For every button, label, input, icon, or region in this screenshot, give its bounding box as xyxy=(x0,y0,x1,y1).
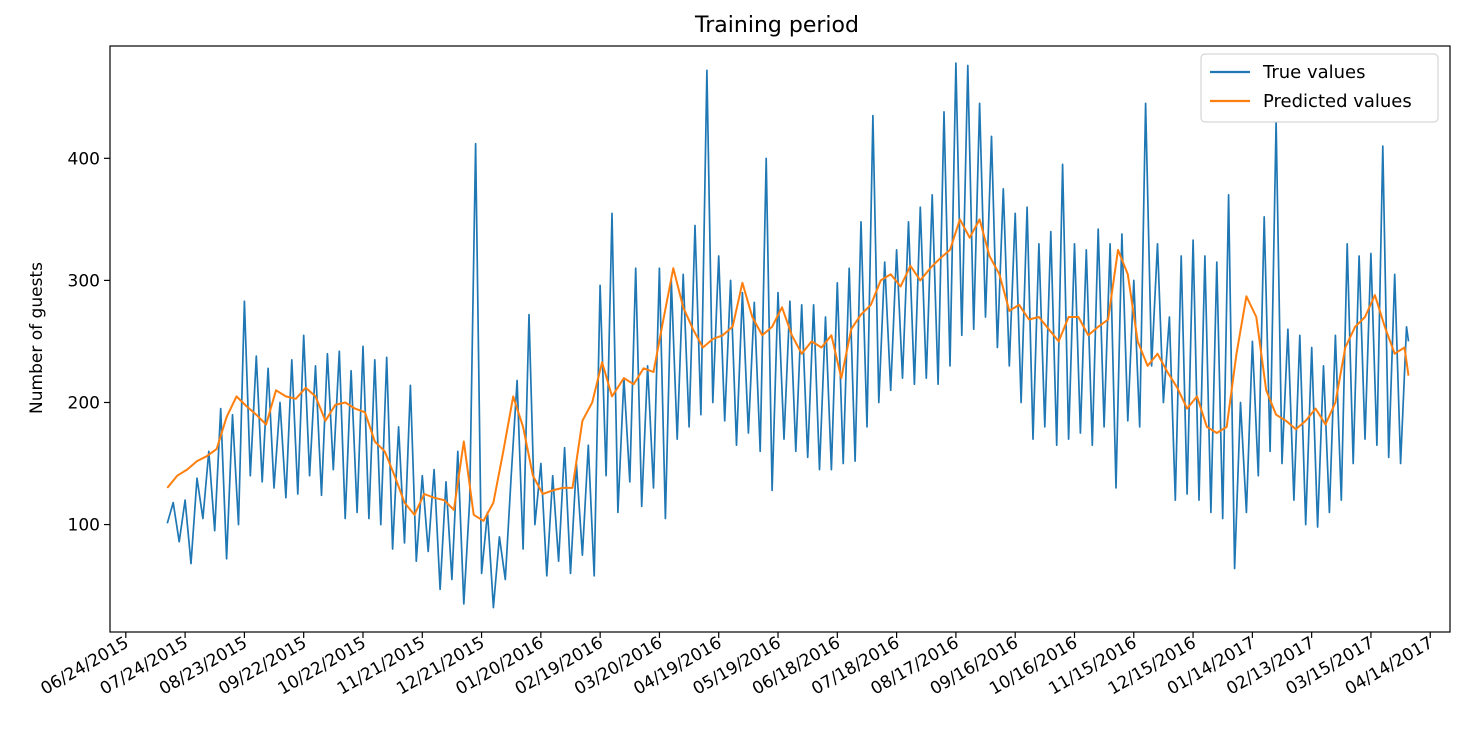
legend: True values Predicted values xyxy=(1200,53,1439,123)
chart-title: Training period xyxy=(694,13,859,38)
legend-label-predicted-values: Predicted values xyxy=(1263,91,1412,112)
plot-frame xyxy=(109,45,1451,633)
legend-box xyxy=(1200,53,1439,123)
legend-label-true-values: True values xyxy=(1262,62,1366,83)
y-tick-label: 100 xyxy=(68,516,100,536)
y-tick-label: 400 xyxy=(68,149,100,169)
y-tick-label: 200 xyxy=(68,393,100,413)
plot-area xyxy=(166,62,1410,609)
y-axis-label: Number of guests xyxy=(27,262,47,414)
series-line-true-values xyxy=(166,62,1410,609)
series-line-predicted-values xyxy=(166,218,1410,522)
y-tick-label: 300 xyxy=(68,271,100,291)
y-axis: 100 200 300 400 xyxy=(68,149,110,536)
